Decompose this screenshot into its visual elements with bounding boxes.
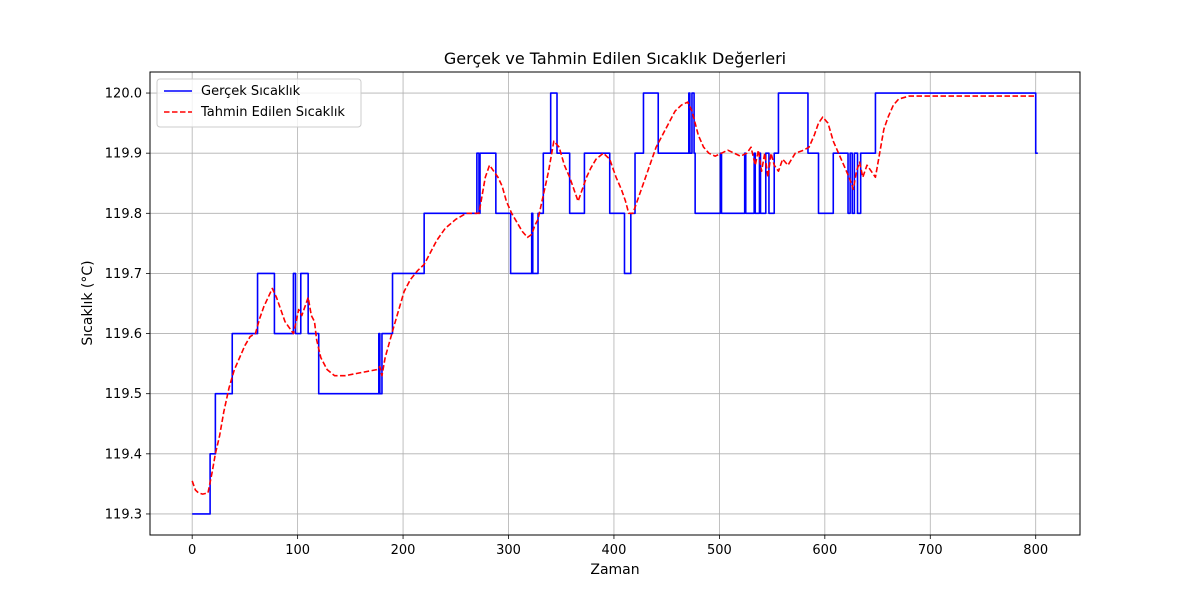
x-tick-label: 400 — [602, 543, 627, 558]
x-axis-ticks: 0 100 200 300 400 500 600 700 800 — [188, 535, 1048, 558]
x-tick-label: 100 — [285, 543, 310, 558]
legend-box — [156, 78, 362, 128]
predicted-temperature-line — [191, 95, 1036, 495]
y-tick-label: 119.3 — [105, 507, 142, 522]
y-tick-label: 119.5 — [105, 387, 142, 402]
y-axis-label: Sıcaklık (°C) — [80, 260, 96, 345]
y-tick-label: 120.0 — [105, 87, 142, 102]
y-tick-label: 119.7 — [105, 267, 142, 282]
x-tick-label: 0 — [188, 543, 196, 558]
legend: Gerçek Sıcaklık Tahmin Edilen Sıcaklık — [156, 78, 362, 128]
x-tick-label: 200 — [391, 543, 416, 558]
y-tick-label: 119.8 — [105, 207, 142, 222]
legend-label-predicted: Tahmin Edilen Sıcaklık — [200, 105, 345, 120]
legend-label-actual: Gerçek Sıcaklık — [201, 84, 301, 99]
x-tick-label: 300 — [496, 543, 521, 558]
x-tick-label: 800 — [1023, 543, 1048, 558]
y-tick-label: 119.9 — [105, 147, 142, 162]
y-tick-label: 119.6 — [105, 327, 142, 342]
y-tick-label: 119.4 — [105, 447, 142, 462]
x-tick-label: 500 — [707, 543, 732, 558]
series-layer — [191, 92, 1038, 515]
y-axis-ticks: 119.3 119.4 119.5 119.6 119.7 119.8 119.9 120.0 — [105, 87, 150, 522]
x-tick-label: 700 — [918, 543, 943, 558]
plot-frame — [149, 71, 1081, 536]
x-tick-label: 600 — [812, 543, 837, 558]
x-axis-label: Zaman — [590, 562, 639, 578]
chart-title: Gerçek ve Tahmin Edilen Sıcaklık Değerle… — [444, 49, 786, 68]
